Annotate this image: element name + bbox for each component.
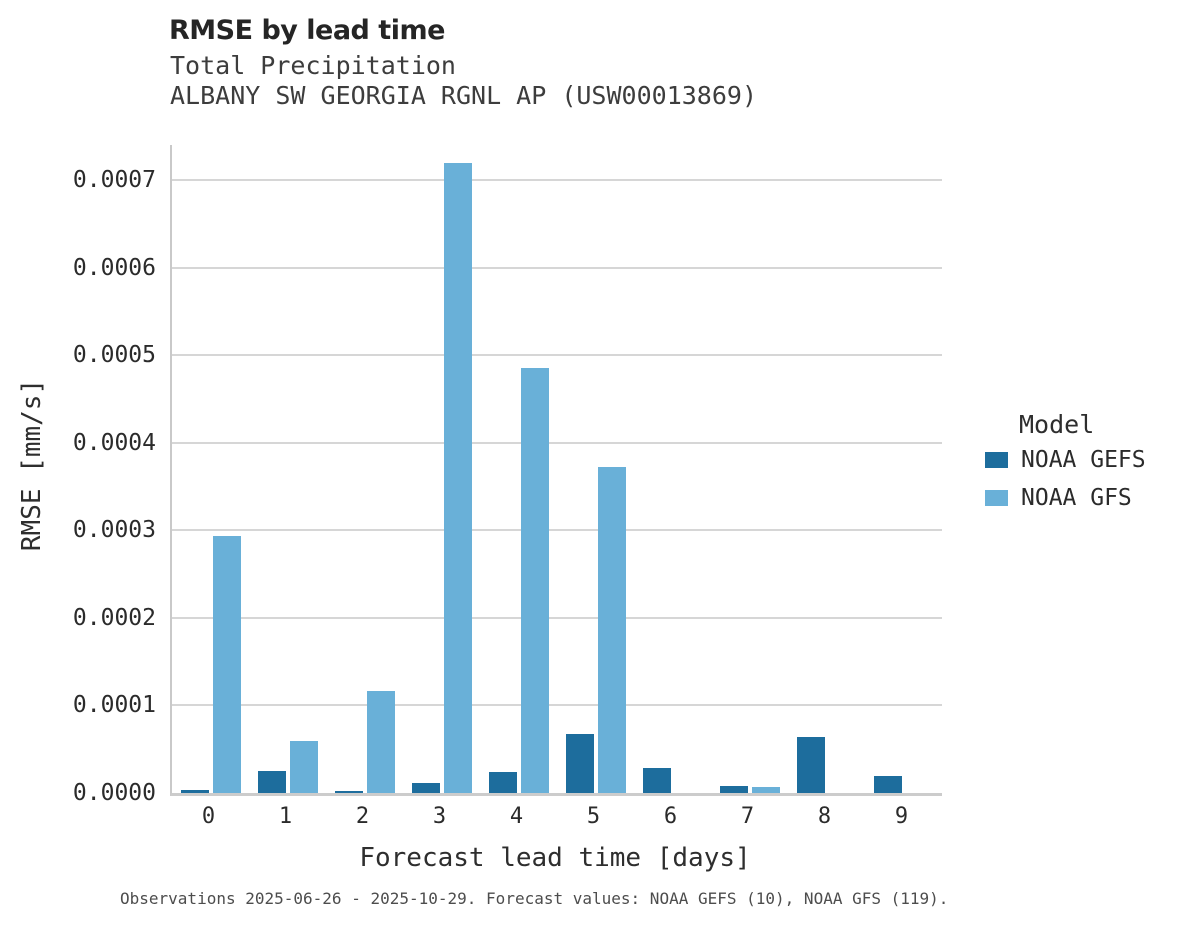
- gridline: [172, 354, 942, 357]
- legend-swatch-icon: [985, 490, 1008, 506]
- legend-title: Model: [1019, 410, 1095, 439]
- legend: Model NOAA GEFS NOAA GFS: [985, 410, 1175, 527]
- y-tick-label: 0.0005: [72, 342, 156, 369]
- bar-noaa-gefs-day-0: [180, 790, 209, 793]
- x-tick-label: 3: [432, 804, 447, 829]
- chart-title: RMSE by lead time: [169, 15, 445, 46]
- y-tick-label: 0.0001: [72, 692, 156, 719]
- x-axis-title: Forecast lead time [days]: [359, 843, 751, 873]
- gridline: [172, 441, 942, 444]
- footer-caption: Observations 2025-06-26 - 2025-10-29. Fo…: [120, 889, 949, 908]
- legend-swatch-icon: [985, 452, 1008, 468]
- bar-noaa-gefs-day-6: [642, 767, 671, 793]
- y-tick-label: 0.0002: [72, 604, 156, 631]
- bar-noaa-gefs-day-2: [334, 791, 363, 793]
- x-tick-label: 1: [278, 804, 293, 829]
- bar-noaa-gefs-day-9: [873, 775, 902, 793]
- x-tick-label: 6: [663, 804, 678, 829]
- x-tick-label: 2: [355, 804, 370, 829]
- y-axis-labels: 0.0000 0.0001 0.0002 0.0003 0.0004 0.0005 0.00…: [0, 145, 156, 806]
- gridline: [172, 529, 942, 532]
- y-tick-label: 0.0000: [72, 780, 156, 806]
- chart-subtitle-variable: Total Precipitation: [170, 51, 456, 80]
- legend-label: NOAA GEFS: [1021, 447, 1146, 473]
- x-tick-label: 9: [894, 804, 909, 829]
- bar-noaa-gfs-day-7: [751, 786, 780, 793]
- x-tick-label: 8: [817, 804, 832, 829]
- legend-entry: NOAA GFS: [985, 485, 1175, 511]
- bar-noaa-gefs-day-3: [411, 783, 440, 793]
- y-tick-label: 0.0003: [72, 517, 156, 544]
- bar-noaa-gefs-day-7: [719, 786, 748, 793]
- x-axis-labels: 0 1 2 3 4 5 6 7 8 9: [170, 804, 940, 832]
- bar-noaa-gfs-day-1: [289, 741, 318, 793]
- y-tick-label: 0.0007: [72, 167, 156, 194]
- bar-noaa-gfs-day-2: [366, 691, 395, 793]
- legend-entry: NOAA GEFS: [985, 447, 1175, 473]
- gridline: [172, 704, 942, 707]
- bar-noaa-gefs-day-8: [796, 736, 825, 793]
- bar-noaa-gfs-day-5: [597, 467, 626, 793]
- legend-label: NOAA GFS: [1021, 485, 1132, 511]
- chart-subtitle-station: ALBANY SW GEORGIA RGNL AP (USW00013869): [170, 81, 757, 110]
- plot-area: [170, 145, 942, 796]
- gridline: [172, 266, 942, 269]
- x-tick-label: 4: [509, 804, 524, 829]
- bar-noaa-gfs-day-4: [520, 368, 549, 793]
- bar-noaa-gfs-day-0: [212, 536, 241, 793]
- bar-noaa-gefs-day-1: [257, 771, 286, 793]
- y-tick-label: 0.0006: [72, 254, 156, 281]
- legend-entries: NOAA GEFS NOAA GFS: [985, 447, 1175, 511]
- bar-noaa-gefs-day-4: [488, 771, 517, 793]
- x-tick-label: 0: [201, 804, 216, 829]
- gridline: [172, 616, 942, 619]
- y-tick-label: 0.0004: [72, 429, 156, 456]
- gridline: [172, 179, 942, 182]
- x-tick-label: 7: [740, 804, 755, 829]
- bar-noaa-gefs-day-5: [565, 734, 594, 793]
- bar-noaa-gfs-day-3: [443, 162, 472, 793]
- x-tick-label: 5: [586, 804, 601, 829]
